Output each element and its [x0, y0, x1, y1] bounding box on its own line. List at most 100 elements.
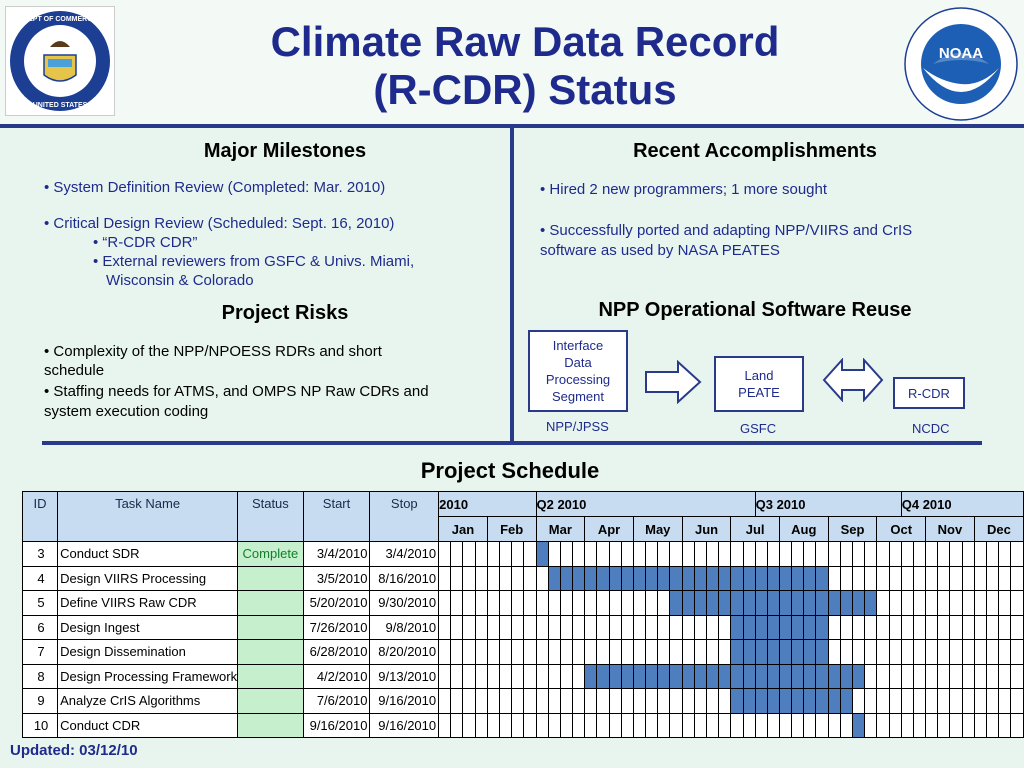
- gantt-cell: [961, 639, 975, 665]
- accomplishment-item: • Successfully ported and adapting NPP/V…: [540, 222, 913, 239]
- gantt-cell: [657, 712, 671, 738]
- gantt-bar-cell: [669, 590, 683, 616]
- gantt-bar-cell: [778, 590, 793, 616]
- gantt-cell: [985, 639, 1000, 665]
- gsfc-label: GSFC: [740, 421, 777, 436]
- gantt-cell: [900, 541, 914, 567]
- gantt-cell: [474, 639, 488, 665]
- gantt-cell: [535, 663, 549, 689]
- gantt-cell: [876, 565, 890, 591]
- gantt-cell: [1010, 590, 1024, 616]
- gantt-cell: [596, 541, 610, 567]
- gantt-cell: [876, 712, 890, 738]
- risk-item: system execution coding: [44, 403, 209, 420]
- gantt-cell: [706, 639, 720, 665]
- gantt-bar-cell: [730, 614, 744, 640]
- gantt-cell: [511, 614, 525, 640]
- gantt-cell: [912, 639, 927, 665]
- gantt-bar-cell: [596, 565, 610, 591]
- gantt-cell: [754, 541, 768, 567]
- gantt-cell: [949, 663, 963, 689]
- quarter-label: Q4 2010: [900, 491, 1024, 517]
- gantt-cell: [900, 590, 914, 616]
- gantt-cell: [450, 590, 464, 616]
- gantt-cell: [547, 639, 561, 665]
- task-stop: 9/8/2010: [369, 614, 440, 640]
- gantt-cell: [547, 614, 561, 640]
- gantt-cell: [937, 663, 951, 689]
- gantt-bar-cell: [852, 663, 866, 689]
- task-status: [237, 590, 304, 616]
- gantt-cell: [657, 639, 671, 665]
- gantt-cell: [450, 688, 464, 714]
- gantt-bar-cell: [669, 663, 683, 689]
- task-id: 8: [21, 663, 59, 689]
- gantt-cell: [620, 688, 634, 714]
- gantt-cell: [462, 639, 476, 665]
- gantt-cell: [438, 614, 452, 640]
- gantt-cell: [864, 663, 878, 689]
- gantt-cell: [912, 712, 927, 738]
- gantt-cell: [912, 688, 927, 714]
- gantt-bar-cell: [742, 663, 756, 689]
- gantt-cell: [462, 565, 476, 591]
- gantt-bar-cell: [778, 614, 793, 640]
- gantt-cell: [547, 590, 561, 616]
- gantt-cell: [937, 565, 951, 591]
- gantt-bar-cell: [754, 663, 768, 689]
- gantt-cell: [791, 541, 805, 567]
- gantt-cell: [888, 639, 902, 665]
- gantt-bar-cell: [791, 639, 805, 665]
- gantt-bar-cell: [681, 663, 695, 689]
- gantt-bar-cell: [815, 688, 829, 714]
- month-label: Nov: [925, 516, 975, 542]
- gantt-cell: [973, 663, 988, 689]
- r-cdr-box: R-CDR: [893, 377, 965, 409]
- gantt-cell: [900, 639, 914, 665]
- gantt-bar-cell: [803, 663, 817, 689]
- gantt-bar-cell: [766, 639, 780, 665]
- gantt-cell: [438, 590, 452, 616]
- vertical-divider: [510, 128, 514, 444]
- month-label: Feb: [486, 516, 537, 542]
- gantt-bar-cell: [791, 565, 805, 591]
- accomplishment-item: • Hired 2 new programmers; 1 more sought: [540, 181, 828, 198]
- gantt-cell: [523, 565, 537, 591]
- gantt-cell: [937, 688, 951, 714]
- task-start: 5/20/2010: [302, 590, 371, 616]
- table-row: 5 Define VIIRS Raw CDR 5/20/2010 9/30/2010: [21, 590, 1024, 616]
- gantt-cell: [645, 712, 659, 738]
- gantt-cell: [474, 614, 488, 640]
- gantt-bar-cell: [730, 639, 744, 665]
- gantt-cell: [657, 590, 671, 616]
- gantt-bar-cell: [754, 688, 768, 714]
- table-row: 9 Analyze CrIS Algorithms 7/6/2010 9/16/201…: [21, 688, 1024, 714]
- gantt-bar-cell: [815, 590, 829, 616]
- gantt-cell: [669, 688, 683, 714]
- gantt-cell: [864, 639, 878, 665]
- task-stop: 9/16/2010: [369, 688, 440, 714]
- gantt-cell: [511, 565, 525, 591]
- gantt-cell: [998, 688, 1012, 714]
- month-label: Oct: [876, 516, 927, 542]
- gantt-cell: [900, 712, 914, 738]
- gantt-cell: [681, 639, 695, 665]
- gantt-cell: [985, 541, 1000, 567]
- task-stop: 9/30/2010: [369, 590, 440, 616]
- gantt-cell: [998, 712, 1012, 738]
- gantt-cell: [632, 688, 647, 714]
- gantt-cell: [572, 712, 586, 738]
- task-id: 5: [21, 590, 59, 616]
- month-label: Dec: [973, 516, 1024, 542]
- gantt-cell: [486, 541, 500, 567]
- gantt-cell: [486, 712, 500, 738]
- gantt-cell: [620, 541, 634, 567]
- gantt-cell: [596, 614, 610, 640]
- gantt-cell: [827, 614, 841, 640]
- gantt-cell: [839, 614, 854, 640]
- gantt-cell: [474, 663, 488, 689]
- gantt-cell: [973, 639, 988, 665]
- gantt-bar-cell: [766, 590, 780, 616]
- gantt-bar-cell: [827, 590, 841, 616]
- gantt-cell: [937, 712, 951, 738]
